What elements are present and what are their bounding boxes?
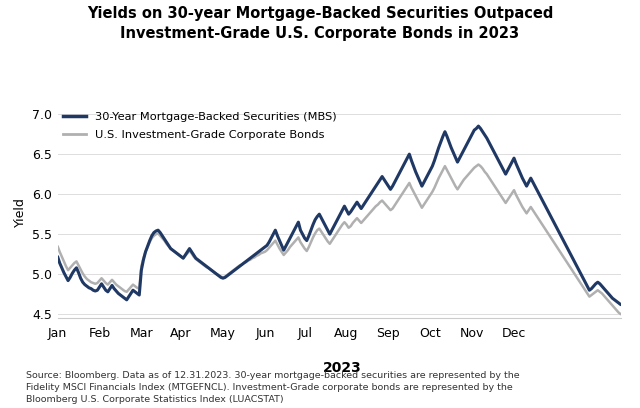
Text: 2023: 2023 bbox=[323, 361, 362, 375]
Text: Source: Bloomberg. Data as of 12.31.2023. 30-year mortgage-backed securities are: Source: Bloomberg. Data as of 12.31.2023… bbox=[26, 371, 519, 404]
Text: Yields on 30-year Mortgage-Backed Securities Outpaced
Investment-Grade U.S. Corp: Yields on 30-year Mortgage-Backed Securi… bbox=[87, 6, 553, 41]
Y-axis label: Yield: Yield bbox=[13, 197, 26, 227]
Legend: 30-Year Mortgage-Backed Securities (MBS), U.S. Investment-Grade Corporate Bonds: 30-Year Mortgage-Backed Securities (MBS)… bbox=[63, 112, 337, 140]
